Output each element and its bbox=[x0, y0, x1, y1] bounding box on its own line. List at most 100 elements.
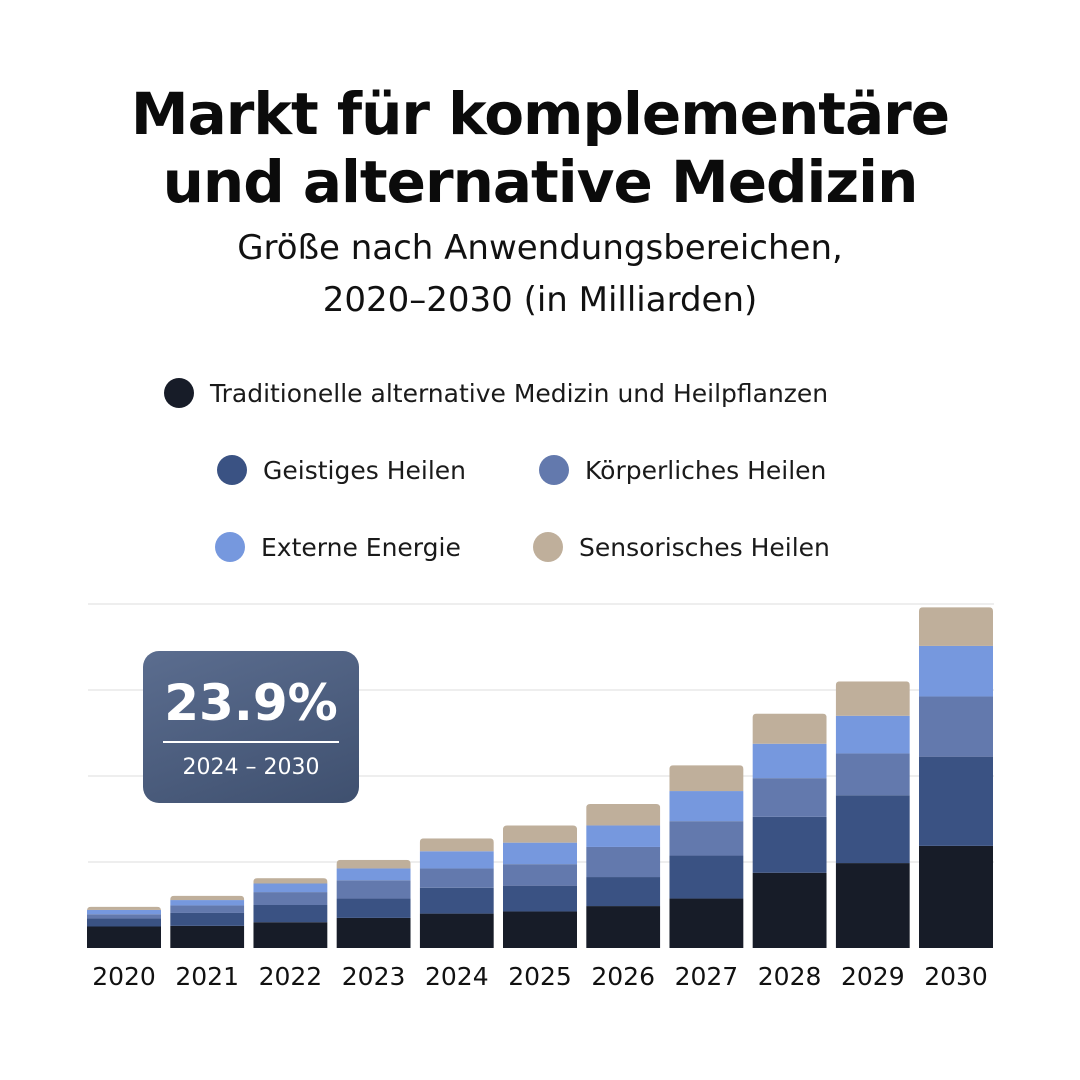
legend-label-geistiges-heilen: Geistiges Heilen bbox=[263, 455, 466, 485]
bar-segment-2022-series-4 bbox=[253, 878, 328, 884]
legend-item-koerperliches-heilen: Körperliches Heilen bbox=[539, 455, 826, 485]
bar-segment-2026-series-1 bbox=[586, 877, 661, 907]
bar-segment-2026-series-4 bbox=[586, 803, 661, 826]
bar-segment-2020-series-0 bbox=[87, 926, 161, 948]
bar-segment-2024-series-0 bbox=[419, 913, 494, 948]
bar-stack-2024 bbox=[419, 838, 494, 948]
bar-segment-2025-series-3 bbox=[503, 842, 577, 865]
bar-segment-2023-series-0 bbox=[336, 917, 411, 948]
bar-segment-2025-series-1 bbox=[503, 885, 577, 912]
bar-segment-2028-series-2 bbox=[752, 778, 827, 817]
legend-item-geistiges-heilen: Geistiges Heilen bbox=[217, 455, 466, 485]
growth-callout: 23.9% 2024 – 2030 bbox=[143, 651, 359, 803]
bar-segment-2025-series-0 bbox=[503, 911, 577, 948]
bar-stack-2020 bbox=[87, 906, 161, 948]
bar-segment-2021-series-0 bbox=[170, 925, 245, 948]
bar-segment-2027-series-4 bbox=[669, 765, 744, 792]
bar-segment-2028-series-3 bbox=[752, 743, 827, 779]
legend-item-traditionelle-medizin: Traditionelle alternative Medizin und He… bbox=[164, 378, 828, 408]
bar-stack-2028 bbox=[752, 713, 827, 948]
bar-segment-2029-series-1 bbox=[835, 795, 910, 864]
bar-segment-2022-series-2 bbox=[253, 892, 328, 905]
bar-segment-2029-series-0 bbox=[835, 863, 910, 948]
bar-segment-2024-series-1 bbox=[419, 887, 494, 914]
x-tick-label-2025: 2025 bbox=[508, 962, 572, 991]
bar-stack-2025 bbox=[503, 825, 577, 948]
bar-segment-2022-series-1 bbox=[253, 905, 328, 923]
bar-stack-2027 bbox=[669, 765, 744, 948]
x-tick-label-2022: 2022 bbox=[259, 962, 323, 991]
bar-segment-2030-series-4 bbox=[919, 607, 993, 646]
bar-segment-2027-series-1 bbox=[669, 855, 744, 899]
x-tick-label-2020: 2020 bbox=[92, 962, 156, 991]
bar-segment-2020-series-2 bbox=[87, 914, 161, 919]
bar-segment-2030-series-1 bbox=[919, 756, 993, 846]
chart-title: Markt für komplementäre und alternative … bbox=[0, 80, 1080, 216]
legend-swatch-traditionelle-medizin bbox=[164, 378, 194, 408]
bar-segment-2024-series-4 bbox=[419, 838, 494, 852]
x-tick-label-2028: 2028 bbox=[758, 962, 822, 991]
bar-segment-2021-series-4 bbox=[170, 895, 245, 901]
bar-segment-2027-series-3 bbox=[669, 791, 744, 822]
bar-segment-2028-series-4 bbox=[752, 713, 827, 744]
bar-stack-2026 bbox=[586, 803, 661, 948]
legend-item-sensorisches-heilen: Sensorisches Heilen bbox=[533, 532, 830, 562]
bar-segment-2025-series-2 bbox=[503, 864, 577, 886]
bar-segment-2021-series-1 bbox=[170, 912, 245, 926]
bar-segment-2026-series-3 bbox=[586, 825, 661, 847]
bar-segment-2024-series-2 bbox=[419, 868, 494, 888]
bar-segment-2030-series-0 bbox=[919, 845, 993, 948]
bar-stack-2023 bbox=[336, 859, 411, 948]
growth-rate-value: 23.9% bbox=[164, 674, 338, 732]
x-tick-label-2023: 2023 bbox=[342, 962, 406, 991]
bar-stack-2030 bbox=[919, 607, 993, 948]
bar-segment-2029-series-4 bbox=[835, 681, 910, 716]
bar-segment-2023-series-3 bbox=[336, 868, 411, 881]
legend-swatch-koerperliches-heilen bbox=[539, 455, 569, 485]
x-tick-label-2030: 2030 bbox=[924, 962, 988, 991]
chart-subtitle-line-2: 2020–2030 (in Milliarden) bbox=[322, 280, 758, 320]
legend-label-traditionelle-medizin: Traditionelle alternative Medizin und He… bbox=[210, 378, 829, 408]
bar-segment-2023-series-2 bbox=[336, 880, 411, 899]
x-tick-label-2024: 2024 bbox=[425, 962, 489, 991]
legend-swatch-externe-energie bbox=[215, 532, 245, 562]
bar-segment-2022-series-0 bbox=[253, 922, 328, 948]
bar-segment-2030-series-3 bbox=[919, 645, 993, 697]
bar-segment-2020-series-1 bbox=[87, 918, 161, 927]
bar-segment-2030-series-2 bbox=[919, 696, 993, 757]
bar-stack-2022 bbox=[253, 878, 328, 948]
legend-item-externe-energie: Externe Energie bbox=[215, 532, 461, 562]
bars bbox=[87, 607, 993, 948]
chart-subtitle: Größe nach Anwendungsbereichen, 2020–203… bbox=[0, 222, 1080, 326]
x-tick-label-2027: 2027 bbox=[675, 962, 739, 991]
x-axis-tick-labels: 2020 2021 2022 2023 2024 2025 2026 2027 2028 2029… bbox=[92, 962, 988, 991]
bar-segment-2029-series-3 bbox=[835, 715, 910, 754]
bar-segment-2028-series-1 bbox=[752, 816, 827, 873]
legend-swatch-sensorisches-heilen bbox=[533, 532, 563, 562]
bar-segment-2025-series-4 bbox=[503, 825, 577, 843]
x-tick-label-2029: 2029 bbox=[841, 962, 905, 991]
x-tick-label-2026: 2026 bbox=[591, 962, 655, 991]
bar-segment-2026-series-0 bbox=[586, 906, 661, 948]
legend-label-koerperliches-heilen: Körperliches Heilen bbox=[585, 455, 827, 485]
bar-segment-2020-series-3 bbox=[87, 909, 161, 915]
bar-segment-2023-series-1 bbox=[336, 898, 411, 918]
growth-period-label: 2024 – 2030 bbox=[182, 755, 320, 780]
callout-divider bbox=[163, 741, 339, 743]
legend-swatch-geistiges-heilen bbox=[217, 455, 247, 485]
bar-segment-2027-series-0 bbox=[669, 898, 744, 948]
chart-subtitle-line-1: Größe nach Anwendungsbereichen, bbox=[237, 228, 843, 268]
bar-segment-2021-series-2 bbox=[170, 905, 245, 913]
legend-label-externe-energie: Externe Energie bbox=[261, 532, 461, 562]
x-tick-label-2021: 2021 bbox=[175, 962, 239, 991]
chart-title-line-2: und alternative Medizin bbox=[162, 148, 919, 216]
chart-title-line-1: Markt für komplementäre bbox=[130, 80, 950, 148]
bar-segment-2029-series-2 bbox=[835, 753, 910, 796]
bar-segment-2024-series-3 bbox=[419, 851, 494, 869]
bar-segment-2020-series-4 bbox=[87, 906, 161, 910]
bar-segment-2021-series-3 bbox=[170, 900, 245, 906]
bar-segment-2027-series-2 bbox=[669, 821, 744, 856]
bar-stack-2029 bbox=[835, 681, 910, 948]
bar-segment-2026-series-2 bbox=[586, 846, 661, 878]
